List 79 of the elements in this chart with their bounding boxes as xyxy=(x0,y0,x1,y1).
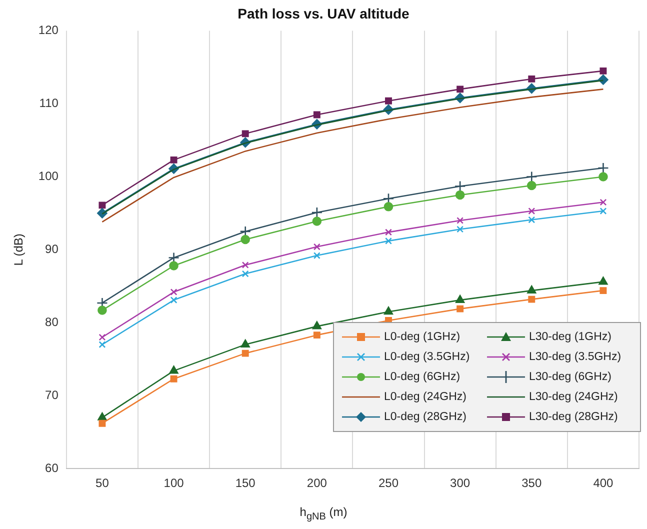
y-tick-label: 120 xyxy=(38,23,59,38)
legend-label: L30-deg (1GHz) xyxy=(529,331,612,343)
point xyxy=(242,130,249,138)
x-tick-label: 200 xyxy=(306,476,328,490)
point xyxy=(170,288,178,296)
legend-label: L0-deg (6GHz) xyxy=(384,371,460,383)
point xyxy=(598,162,609,174)
point xyxy=(528,208,536,215)
legend-label: L0-deg (28GHz) xyxy=(384,411,466,423)
x-tick-label: 400 xyxy=(593,476,614,490)
point xyxy=(385,97,392,104)
point xyxy=(384,306,394,315)
x-tick-label: 250 xyxy=(378,476,399,490)
legend-label: L30-deg (6GHz) xyxy=(529,371,612,383)
point xyxy=(456,226,464,233)
point xyxy=(385,228,392,236)
point xyxy=(600,67,607,74)
y-tick-label: 60 xyxy=(45,460,59,475)
y-tick-label: 90 xyxy=(45,242,59,256)
point xyxy=(456,305,464,312)
point xyxy=(528,75,536,82)
point xyxy=(313,243,320,250)
point xyxy=(312,216,322,226)
point xyxy=(169,366,178,374)
point xyxy=(170,156,178,164)
point xyxy=(242,350,249,357)
point xyxy=(170,296,178,304)
point xyxy=(312,321,322,330)
y-tick-label: 80 xyxy=(45,314,59,329)
point xyxy=(385,237,392,244)
point xyxy=(456,217,464,224)
y-axis-title: L (dB) xyxy=(12,234,26,266)
point xyxy=(600,287,607,294)
point xyxy=(311,206,323,218)
legend-label: L0-deg (1GHz) xyxy=(384,331,460,343)
point xyxy=(600,208,607,215)
point xyxy=(456,86,464,93)
point xyxy=(454,180,466,192)
legend-label: L0-deg (24GHz) xyxy=(384,391,466,403)
y-tick-label: 70 xyxy=(45,388,59,402)
point xyxy=(240,339,250,348)
x-tick-label: 50 xyxy=(96,476,110,490)
x-tick-label: 300 xyxy=(450,476,470,490)
point xyxy=(98,420,106,427)
point xyxy=(527,285,536,294)
point xyxy=(526,171,538,182)
y-tick-label: 100 xyxy=(38,169,59,184)
point xyxy=(600,198,607,206)
point xyxy=(456,294,465,303)
point xyxy=(98,341,106,348)
point xyxy=(98,334,106,341)
x-axis-title: h$_{gNB}$ (m) xyxy=(298,505,348,522)
point xyxy=(242,262,249,268)
point xyxy=(98,306,107,315)
x-tick-label: 150 xyxy=(235,476,256,490)
point xyxy=(313,332,320,339)
point xyxy=(455,190,465,200)
point xyxy=(528,216,536,224)
x-tick-label: 350 xyxy=(522,476,542,490)
legend-label: L30-deg (28GHz) xyxy=(529,411,618,423)
y-tick-label: 110 xyxy=(39,96,59,110)
point xyxy=(170,375,178,382)
point xyxy=(526,180,536,190)
legend-label: L30-deg (24GHz) xyxy=(529,391,618,403)
point xyxy=(169,261,178,270)
point xyxy=(98,412,107,420)
point xyxy=(313,252,320,260)
point xyxy=(313,111,320,118)
point xyxy=(98,202,106,209)
legend-label: L30-deg (3.5GHz) xyxy=(529,351,622,363)
chart-title: Path loss vs. UAV altitude xyxy=(238,5,410,22)
point xyxy=(240,234,250,244)
point xyxy=(384,202,394,212)
point xyxy=(528,296,536,303)
legend-label: L0-deg (3.5GHz) xyxy=(384,351,470,363)
point xyxy=(242,270,249,278)
point xyxy=(598,172,608,182)
x-tick-label: 100 xyxy=(164,476,184,490)
point xyxy=(598,276,608,285)
